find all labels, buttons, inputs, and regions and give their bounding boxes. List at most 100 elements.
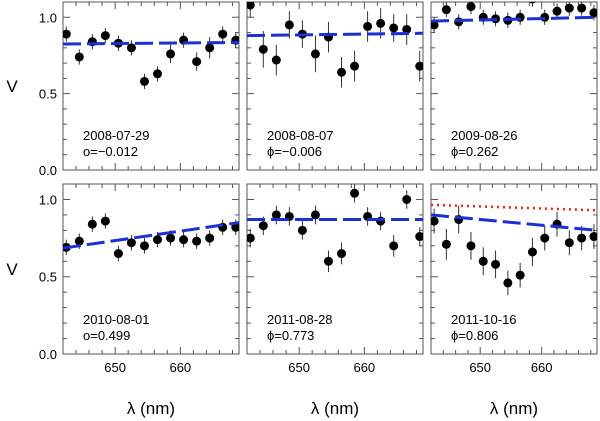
data-point	[337, 67, 347, 77]
data-point	[415, 232, 423, 242]
model-fit-dashed	[247, 31, 423, 38]
x-tick-label: 660	[531, 360, 553, 375]
data-point	[218, 29, 228, 39]
x-axis-label: λ (nm)	[311, 399, 359, 418]
model-fit-dashed	[431, 213, 597, 232]
data-point	[87, 219, 97, 229]
panel-1: 2008-07-29o=−0.012 0.0 0.5 1.0 V	[6, 1, 240, 178]
data-point	[74, 236, 84, 246]
x-tick-label: 650	[469, 360, 491, 375]
data-point	[192, 236, 202, 246]
data-points	[247, 184, 423, 273]
data-point	[529, 2, 536, 4]
phase-label: o=0.499	[83, 328, 130, 343]
data-point	[323, 256, 333, 266]
data-point	[310, 49, 320, 59]
data-point	[166, 49, 176, 59]
data-point	[491, 259, 501, 269]
data-point	[564, 3, 574, 13]
phase-label: ϕ=−0.006	[267, 144, 322, 159]
panel-6: 2011-10-16ϕ=0.806 650 660 λ (nm)	[430, 183, 598, 418]
data-point	[271, 210, 281, 220]
date-label: 2011-08-28	[267, 312, 333, 327]
data-point	[527, 247, 537, 257]
panel-2: 2008-08-07ϕ=−0.006	[246, 1, 424, 171]
phase-label: o=−0.012	[83, 144, 138, 159]
date-label: 2011-10-16	[451, 312, 517, 327]
data-point	[515, 270, 525, 280]
panel-frame	[62, 183, 240, 355]
data-point	[577, 3, 587, 13]
data-point	[179, 235, 189, 245]
phase-label: ϕ=0.262	[451, 144, 498, 159]
data-point	[552, 6, 562, 16]
data-point	[441, 239, 451, 249]
y-tick-label: 0.0	[39, 163, 57, 178]
data-point	[139, 76, 149, 86]
x-axis-label: λ (nm)	[127, 399, 175, 418]
data-point	[153, 69, 163, 79]
data-point	[205, 43, 215, 53]
panel-3: 2009-08-26ϕ=0.262	[430, 1, 598, 171]
x-tick-label: 650	[104, 360, 126, 375]
data-point	[589, 8, 597, 18]
model-fit-dashed	[431, 15, 597, 23]
data-point	[258, 221, 268, 231]
data-point	[564, 238, 574, 248]
model-fit-dashed	[63, 40, 239, 46]
data-point	[415, 61, 423, 71]
data-point	[402, 24, 412, 34]
panel-4: 2010-08-01o=0.499 0.0 0.5 1.0 V 650 660 λ (nm)	[6, 183, 240, 418]
data-point	[63, 29, 71, 39]
data-point	[466, 241, 476, 251]
data-point	[247, 233, 255, 243]
data-point	[284, 20, 294, 30]
data-point	[231, 222, 239, 232]
model-fit-dashed	[63, 221, 239, 250]
y-axis-label: V	[6, 77, 18, 96]
data-points	[431, 205, 597, 296]
data-point	[431, 20, 439, 30]
data-point	[126, 43, 136, 53]
phase-label: ϕ=0.806	[451, 328, 498, 343]
data-points	[247, 2, 423, 88]
data-points	[431, 2, 597, 33]
data-point	[205, 233, 215, 243]
x-tick-label: 660	[169, 360, 191, 375]
data-point	[350, 61, 360, 71]
y-axis-label: V	[6, 260, 18, 279]
data-point	[350, 188, 360, 198]
data-point	[376, 18, 386, 28]
panel-frame	[430, 183, 598, 355]
data-point	[166, 233, 176, 243]
x-tick-label: 650	[288, 360, 310, 375]
y-tick-label: 0.0	[39, 347, 57, 362]
data-points	[63, 213, 239, 262]
panel-5: 2011-08-28ϕ=0.773 650 660 λ (nm)	[246, 183, 424, 418]
data-point	[431, 216, 439, 226]
data-point	[113, 249, 123, 259]
data-point	[310, 210, 320, 220]
data-point	[100, 31, 110, 41]
y-tick-label: 1.0	[39, 192, 57, 207]
model-fit-dotted	[431, 203, 597, 212]
date-label: 2008-07-29	[83, 128, 150, 143]
data-point	[389, 241, 399, 251]
y-tick-label: 0.5	[39, 270, 57, 285]
panel-frame	[430, 1, 598, 171]
x-tick-label: 660	[353, 360, 375, 375]
panel-frame	[62, 1, 240, 171]
y-tick-label: 0.5	[39, 87, 57, 102]
data-point	[126, 238, 136, 248]
data-point	[589, 232, 597, 242]
data-point	[363, 21, 373, 31]
date-label: 2008-08-07	[267, 128, 334, 143]
date-label: 2010-08-01	[83, 312, 150, 327]
data-point	[297, 225, 307, 235]
data-point	[478, 256, 488, 266]
data-point	[503, 278, 513, 288]
data-point	[376, 216, 386, 226]
panel-frame	[246, 1, 424, 171]
data-point	[540, 233, 550, 243]
